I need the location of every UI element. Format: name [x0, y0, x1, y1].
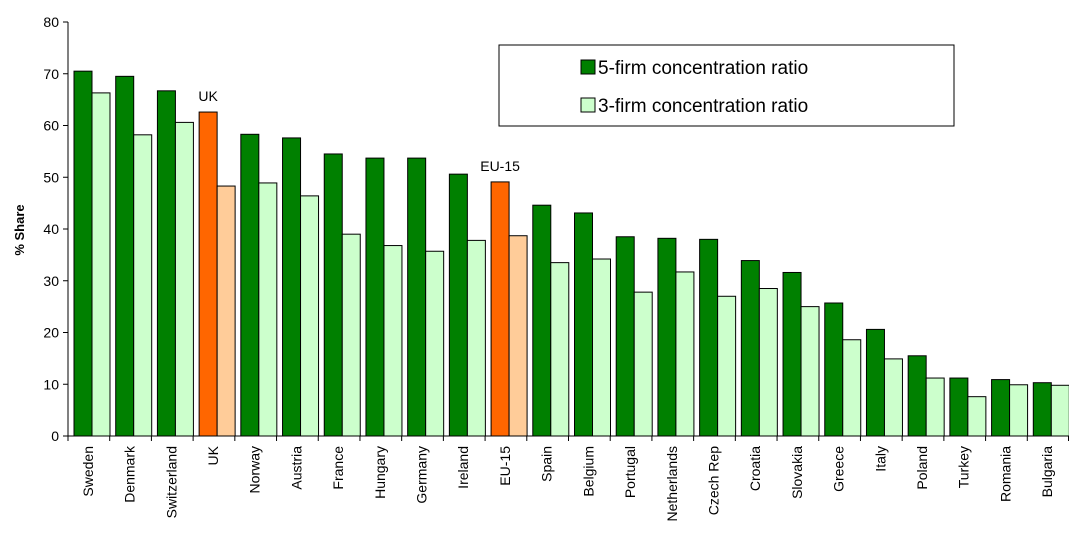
y-tick-label: 50	[43, 169, 59, 185]
bar-3-firm-croatia	[758, 288, 778, 437]
y-tick-label: 30	[43, 273, 59, 289]
x-tick-label: EU-15	[497, 446, 513, 486]
x-tick-label: Poland	[914, 446, 930, 490]
bar-5-firm-hungary	[365, 157, 385, 437]
bar-3-firm-switzerland	[174, 121, 194, 437]
y-tick-label: 70	[43, 66, 59, 82]
bar-5-firm-norway	[240, 133, 260, 437]
bar-5-firm-netherlands	[657, 237, 677, 437]
legend-swatch-5-firm	[580, 59, 596, 75]
annotation-eu-15: EU-15	[480, 158, 520, 174]
bar-3-firm-ireland	[466, 239, 486, 437]
y-tick-label: 80	[43, 14, 59, 30]
bar-3-firm-bulgaria	[1050, 384, 1069, 437]
bar-5-firm-spain	[532, 204, 552, 437]
x-tick-label: Switzerland	[163, 446, 179, 518]
bar-3-firm-spain	[550, 262, 570, 437]
bar-3-firm-czech-rep	[717, 295, 737, 437]
x-tick-label: UK	[205, 445, 221, 465]
x-tick-label: France	[330, 446, 346, 490]
bar-5-firm-denmark	[115, 75, 135, 437]
x-tick-label: Austria	[288, 446, 304, 490]
x-tick-label: Ireland	[455, 446, 471, 489]
x-tick-label: Denmark	[122, 445, 138, 503]
bar-3-firm-austria	[300, 195, 320, 437]
bar-3-firm-hungary	[383, 245, 403, 437]
bar-5-firm-uk	[198, 111, 218, 437]
x-tick-label: Greece	[831, 446, 847, 492]
x-tick-label: Belgium	[580, 446, 596, 497]
bar-5-firm-belgium	[574, 212, 593, 437]
bar-3-firm-greece	[842, 339, 862, 437]
bar-5-firm-eu-15	[490, 181, 510, 437]
annotations-group: UK EU-15	[198, 88, 520, 174]
y-tick-label: 10	[43, 376, 59, 392]
y-tick-label: 60	[43, 118, 59, 134]
bar-5-firm-sweden	[73, 70, 93, 437]
annotation-uk: UK	[198, 88, 218, 104]
x-tick-label: Romania	[997, 446, 1013, 502]
bar-3-firm-italy	[883, 358, 903, 437]
bar-3-firm-eu-15	[508, 235, 528, 437]
x-tick-label: Czech Rep	[705, 446, 721, 515]
bars-group	[73, 70, 1069, 437]
bar-3-firm-poland	[925, 377, 945, 437]
y-tick-label: 20	[43, 325, 59, 341]
bar-3-firm-portugal	[633, 291, 653, 437]
bar-3-firm-norway	[258, 182, 278, 437]
x-tick-label: Turkey	[956, 446, 972, 488]
x-tick-label: Italy	[872, 446, 888, 472]
bar-3-firm-belgium	[592, 258, 611, 437]
bar-5-firm-croatia	[740, 260, 760, 437]
bar-5-firm-italy	[865, 328, 885, 437]
bar-5-firm-romania	[991, 379, 1011, 437]
x-tick-label: Portugal	[622, 446, 638, 498]
bar-3-firm-germany	[425, 250, 445, 437]
bar-3-firm-romania	[1009, 384, 1029, 437]
bar-3-firm-france	[341, 233, 361, 437]
x-tick-label: Netherlands	[664, 446, 680, 522]
legend-label-5-firm: 5-firm concentration ratio	[598, 58, 808, 79]
bar-3-firm-denmark	[133, 134, 153, 437]
bar-5-firm-france	[323, 153, 343, 437]
bar-5-firm-turkey	[949, 377, 969, 437]
x-tick-label: Slovakia	[789, 446, 805, 499]
y-axis-title: % Share	[12, 204, 27, 255]
bar-5-firm-czech-rep	[699, 238, 719, 437]
bar-3-firm-netherlands	[675, 271, 695, 437]
x-tick-label: Sweden	[80, 446, 96, 497]
x-tick-label: Croatia	[747, 446, 763, 491]
x-tick-label: Spain	[539, 446, 555, 482]
y-tick-label: 0	[51, 428, 59, 444]
legend-label-3-firm: 3-firm concentration ratio	[598, 96, 808, 117]
legend: 5-firm concentration ratio 3-firm concen…	[498, 44, 955, 127]
x-tick-label: Hungary	[372, 446, 388, 499]
bar-5-firm-austria	[282, 137, 302, 437]
bar-5-firm-ireland	[448, 173, 468, 437]
bar-5-firm-germany	[407, 157, 427, 437]
bar-5-firm-portugal	[615, 236, 635, 437]
x-tick-label: Bulgaria	[1039, 446, 1055, 498]
legend-swatch-3-firm	[580, 97, 596, 113]
bar-5-firm-slovakia	[782, 271, 802, 437]
legend-box	[498, 44, 955, 127]
x-tick-label: Norway	[247, 446, 263, 493]
bar-3-firm-sweden	[91, 92, 111, 437]
x-tick-label: Germany	[414, 446, 430, 504]
y-axis: 0 10 20 30 40 50 60 70 80	[43, 14, 69, 444]
bar-3-firm-slovakia	[800, 306, 820, 437]
bar-5-firm-switzerland	[156, 90, 176, 437]
y-tick-label: 40	[43, 221, 59, 237]
x-axis: Sweden Denmark Switzerland UK Norway Austria F…	[67, 435, 1069, 522]
bar-3-firm-turkey	[967, 396, 987, 437]
bar-5-firm-greece	[824, 302, 844, 437]
bar-5-firm-bulgaria	[1032, 382, 1052, 437]
bar-5-firm-poland	[907, 355, 927, 437]
bar-3-firm-uk	[216, 185, 236, 437]
